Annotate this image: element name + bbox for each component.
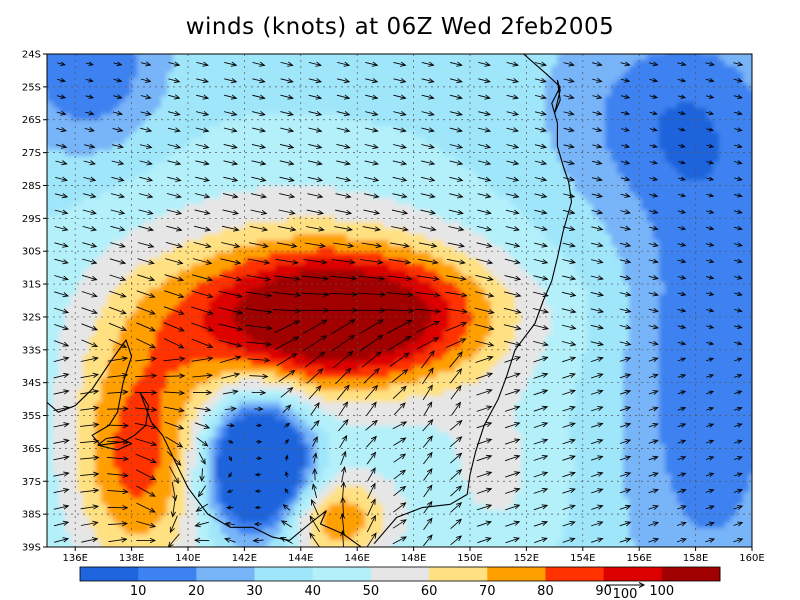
colorbar-swatch xyxy=(429,567,488,581)
colorbar-level-label: 100 xyxy=(649,584,674,599)
lon-tick-label: 136E xyxy=(62,553,87,564)
lon-tick-label: 152E xyxy=(514,553,539,564)
lat-tick-label: 31S xyxy=(22,280,41,291)
wind-vectors xyxy=(53,61,744,547)
colorbar-swatch xyxy=(603,567,663,581)
lat-tick-label: 32S xyxy=(22,312,41,323)
lon-tick-label: 144E xyxy=(288,553,313,564)
lat-tick-label: 30S xyxy=(22,247,41,258)
lon-tick-label: 160E xyxy=(739,553,764,564)
lon-tick-label: 146E xyxy=(344,553,369,564)
colorbar-level-label: 20 xyxy=(188,584,205,599)
lon-tick-label: 148E xyxy=(401,553,426,564)
colorbar-level-label: 70 xyxy=(479,584,496,599)
lat-tick-label: 38S xyxy=(22,510,41,521)
colorbar-swatch xyxy=(661,567,721,581)
lon-tick-label: 158E xyxy=(683,553,708,564)
colorbar-swatch xyxy=(254,567,314,581)
colorbar-swatch xyxy=(196,567,256,581)
wind-speed-field xyxy=(47,54,752,547)
lat-tick-label: 26S xyxy=(22,115,41,126)
map-title: winds (knots) at 06Z Wed 2feb2005 xyxy=(185,14,615,40)
lat-tick-label: 34S xyxy=(22,378,41,389)
graticule xyxy=(47,54,752,547)
lat-tick-label: 36S xyxy=(22,444,41,455)
map-frame xyxy=(46,53,753,548)
coastline xyxy=(47,54,573,547)
colorbar-level-label: 90 xyxy=(595,584,612,599)
colorbar-swatch xyxy=(545,567,605,581)
colorbar-level-label: 60 xyxy=(421,584,438,599)
lon-tick-label: 140E xyxy=(175,553,200,564)
colorbar-swatch xyxy=(80,567,139,581)
colorbar-level-label: 30 xyxy=(246,584,263,599)
lat-tick-label: 28S xyxy=(22,181,41,192)
lon-tick-label: 138E xyxy=(119,553,144,564)
lat-tick-label: 33S xyxy=(22,345,41,356)
lon-tick-label: 150E xyxy=(457,553,482,564)
lon-tick-label: 156E xyxy=(626,553,651,564)
colorbar-level-label: 10 xyxy=(130,584,147,599)
lat-tick-label: 29S xyxy=(22,214,41,225)
lat-tick-label: 25S xyxy=(22,82,41,93)
lat-tick-label: 24S xyxy=(22,50,41,61)
lon-tick-label: 142E xyxy=(232,553,257,564)
lat-tick-label: 27S xyxy=(22,148,41,159)
colorbar-swatch xyxy=(487,567,546,581)
colorbar-swatch xyxy=(138,567,197,581)
colorbar-level-label: 80 xyxy=(537,584,554,599)
lat-tick-label: 39S xyxy=(22,543,41,554)
latitude-labels: 24S 25S 26S 27S 28S 29S 30S 31S 32S 33S 34S 35S 36S 3… xyxy=(22,50,47,554)
longitude-labels: 136E 138E 140E 142E 144E 146E 148E 150E 152E 154E… xyxy=(62,547,765,564)
colorbar-level-label: 40 xyxy=(304,584,321,599)
reference-vector-label: 100 xyxy=(613,587,638,600)
colorbar-level-label: 50 xyxy=(363,584,380,599)
colorbar-swatch xyxy=(312,567,372,581)
lat-tick-label: 37S xyxy=(22,477,41,488)
colorbar-swatch xyxy=(370,567,430,581)
lon-tick-label: 154E xyxy=(570,553,595,564)
lat-tick-label: 35S xyxy=(22,411,41,422)
